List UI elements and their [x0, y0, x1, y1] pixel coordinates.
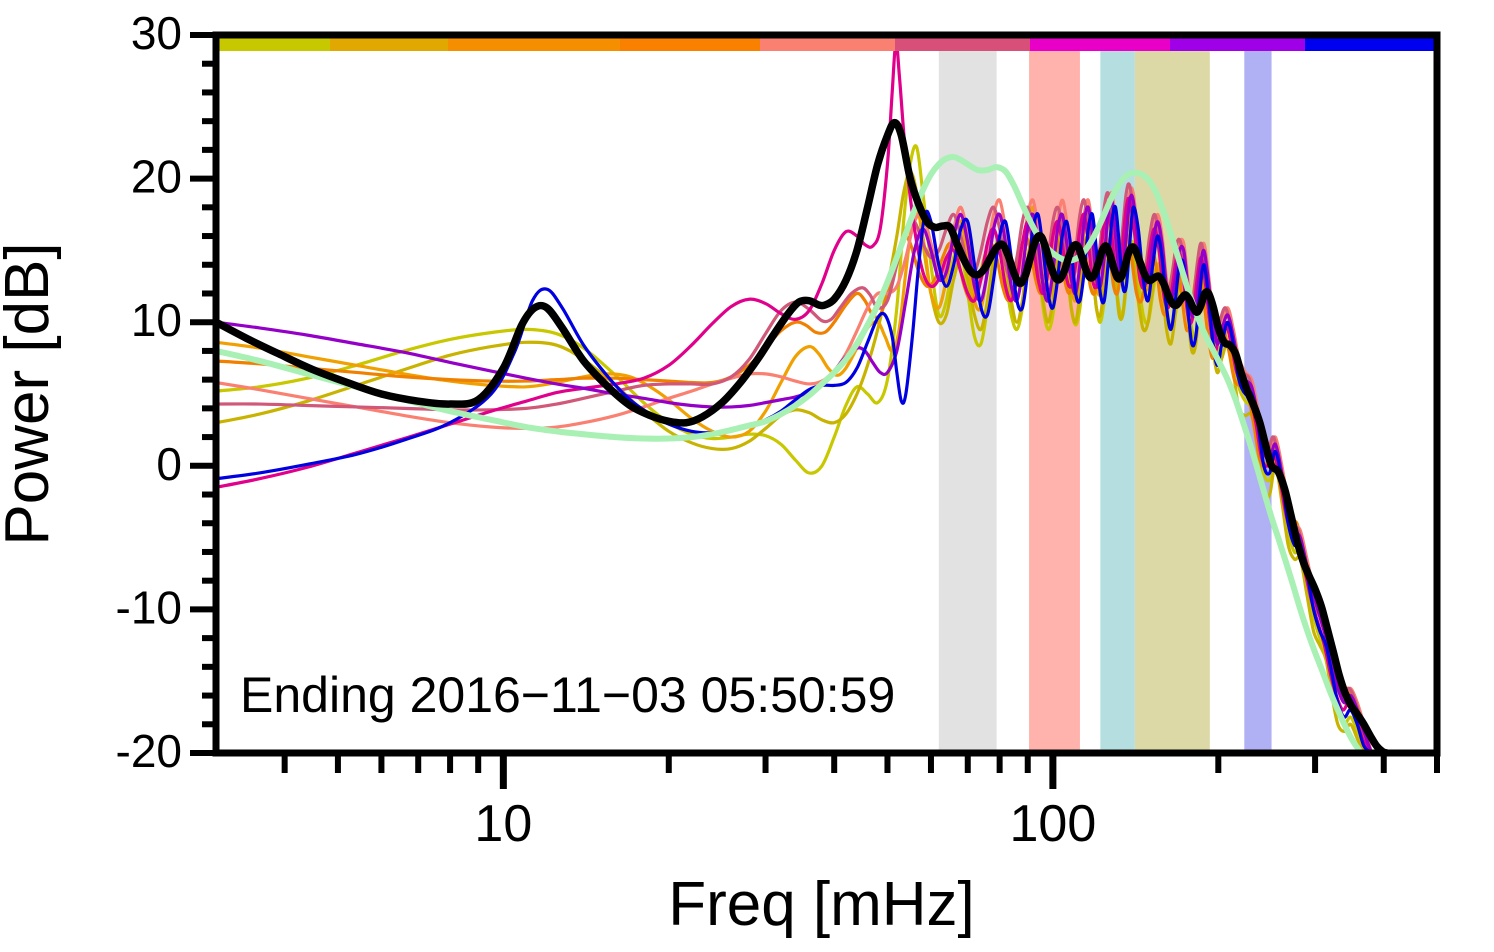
colorbar-segment-8: [1305, 38, 1440, 51]
shaded-bands-group: [938, 37, 1272, 753]
y-tick-label: -20: [116, 725, 182, 777]
ending-timestamp: Ending 2016−11−03 05:50:59: [240, 667, 895, 723]
series-spectrum-1-yellow-green: [216, 144, 1366, 753]
x-axis: 10 100: [281, 754, 1440, 853]
band-cyan: [1100, 37, 1135, 753]
x-axis-title: Freq [mHz]: [668, 870, 975, 939]
colorbar-segment-3: [620, 38, 760, 51]
colorbar-segment-1: [330, 38, 448, 51]
colorbar-segment-4: [760, 38, 895, 51]
band-olive: [1134, 37, 1210, 753]
series-mean: [216, 118, 1391, 753]
y-tick-label: 20: [131, 151, 182, 203]
x-tick-label: 100: [1010, 795, 1097, 853]
colorbar-segment-5: [895, 38, 1030, 51]
plot-border: [212, 31, 1441, 757]
spectra-group: [216, 40, 1391, 753]
y-tick-label: 10: [131, 294, 182, 346]
y-tick-label: -10: [116, 581, 182, 633]
y-tick-label: 0: [156, 438, 182, 490]
axes-frame: [212, 31, 1441, 757]
colorbar-segment-0: [216, 38, 330, 51]
y-axis-title: Power [dB]: [0, 242, 62, 545]
y-axis: -20 -10 0 10 20 30: [116, 7, 215, 777]
band-pink: [1029, 37, 1080, 753]
x-tick-label: 10: [474, 795, 532, 853]
y-tick-label: 30: [131, 7, 182, 59]
colorbar-segment-2: [448, 38, 620, 51]
series-spectrum-10-light-green: [216, 154, 1365, 753]
colorbar: [216, 38, 1440, 51]
colorbar-segment-6: [1030, 38, 1170, 51]
band-gray: [938, 37, 997, 753]
colorbar-segment-7: [1170, 38, 1305, 51]
